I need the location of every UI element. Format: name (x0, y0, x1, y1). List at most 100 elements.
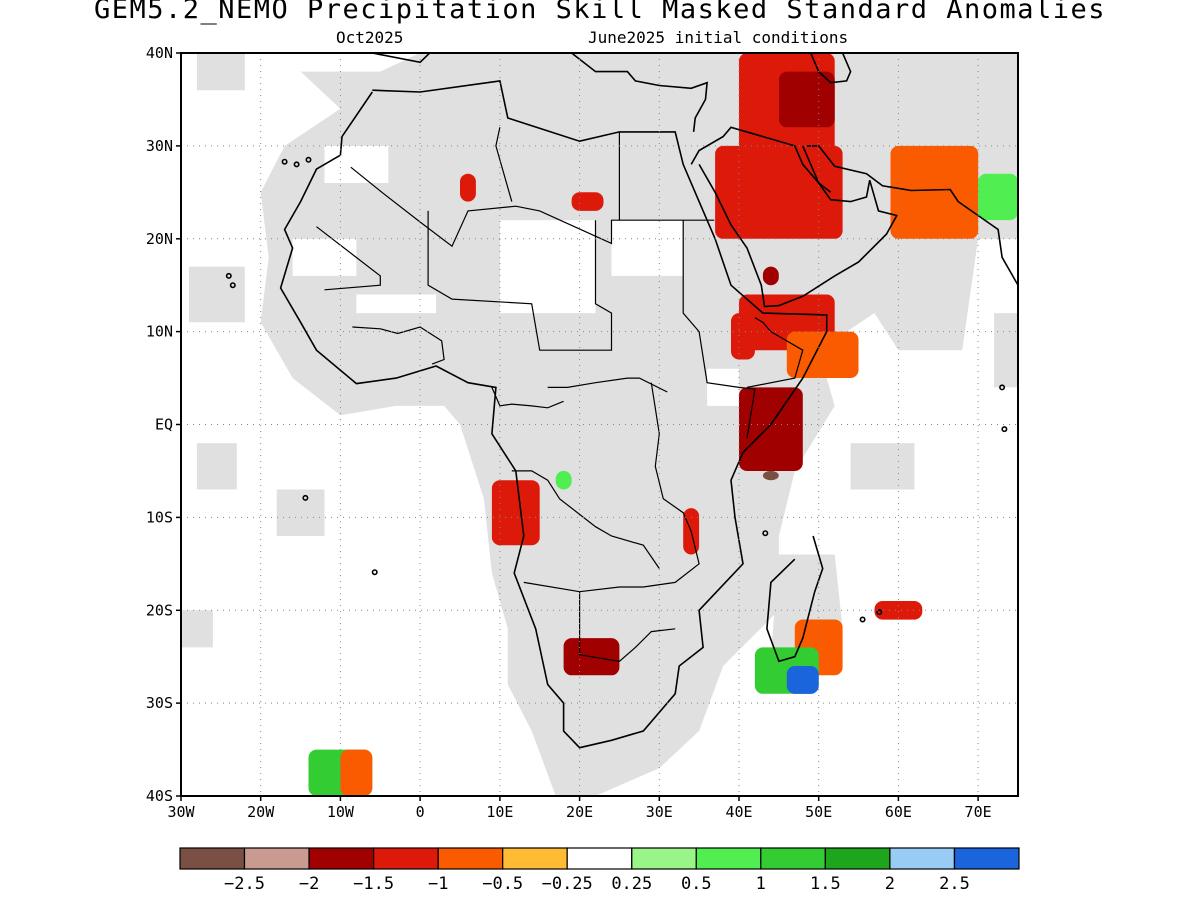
lat-tick-label: 40S (146, 787, 173, 805)
colorbar-label: 1.5 (810, 874, 841, 894)
country-border (682, 220, 756, 439)
skill-mask-area (196, 53, 245, 91)
unmasked-area (324, 145, 389, 183)
skill-mask-area (994, 313, 1018, 388)
unmasked-area (611, 220, 684, 276)
country-border (578, 591, 676, 662)
colorbar-swatch (953, 847, 1020, 870)
anomaly-somalia-coast (786, 331, 859, 378)
island (762, 530, 769, 537)
colorbar-swatch (308, 847, 375, 870)
colorbar-swatch (243, 847, 310, 870)
lon-tick-label: 70E (965, 803, 992, 821)
unmasked-area (499, 220, 596, 314)
colorbar-label: −2.5 (224, 874, 265, 894)
colorbar-label: 1 (756, 874, 766, 894)
coastline (809, 53, 852, 84)
anomaly-iran-south (890, 145, 979, 239)
colorbar-label: −1.5 (353, 874, 394, 894)
lon-tick-label: 30E (646, 803, 673, 821)
coastline (766, 535, 824, 663)
unmasked-area (292, 238, 357, 276)
lat-tick-label: 20S (146, 601, 173, 619)
colorbar-swatch (889, 847, 956, 870)
anomaly-ethiopia-west (731, 313, 755, 360)
colorbar-label: −2 (299, 874, 319, 894)
skill-mask-area (850, 443, 915, 490)
country-border (491, 387, 564, 409)
colorbar-label: −0.5 (482, 874, 523, 894)
island (305, 156, 312, 163)
lat-tick-label: 10N (146, 323, 173, 341)
lat-tick-label: 40N (146, 44, 173, 62)
lat-tick-label: 10S (146, 508, 173, 526)
island (1001, 426, 1008, 433)
island (876, 609, 883, 616)
island (302, 494, 309, 501)
colorbar-swatch (631, 847, 697, 870)
lon-tick-label: 30W (167, 803, 195, 821)
anomaly-arabia-central (715, 145, 843, 239)
unmasked-area (356, 294, 437, 314)
colorbar-swatch (566, 847, 633, 870)
coastline (690, 126, 899, 308)
anomaly-libya-south (460, 173, 476, 202)
colorbar-swatch (373, 847, 439, 870)
country-border (511, 470, 660, 569)
coastline (279, 80, 828, 749)
lat-tick-label: 30S (146, 694, 173, 712)
colorbar-label: −0.25 (542, 874, 593, 894)
island (999, 384, 1006, 391)
colorbar: −2.5 −2 −1.5 −1 −0.5 −0.25 0.25 0.5 1 1.5 2 2.5 (179, 847, 1020, 894)
coastline-layer (225, 53, 1018, 749)
skill-mask-area (181, 610, 213, 648)
coastline (372, 53, 709, 132)
map-title: GEM5.2_NEMO Precipitation Skill Masked S… (93, 0, 1107, 25)
colorbar-label: 2.5 (939, 874, 970, 894)
skill-mask-area (276, 489, 325, 536)
country-border (316, 226, 381, 291)
lat-tick-label: EQ (155, 416, 173, 434)
colorbar-swatch (437, 847, 504, 870)
anomaly-angola (491, 480, 540, 546)
anomaly-yemen (762, 266, 779, 286)
anomaly-tanzania-coast (762, 470, 779, 481)
country-border (547, 377, 668, 393)
colorbar-label: 0.5 (681, 874, 712, 894)
anomaly-kenya-somalia (739, 387, 803, 471)
colorbar-swatch (760, 847, 826, 870)
country-border (495, 127, 513, 202)
anomaly-congo (555, 470, 572, 490)
colorbar-swatch (179, 847, 246, 870)
lon-tick-label: 50E (805, 803, 832, 821)
country-border (523, 382, 700, 593)
lon-tick-label: 40E (725, 803, 752, 821)
lon-tick-label: 20W (247, 803, 275, 821)
colorbar-swatch (824, 847, 891, 870)
colorbar-label: −1 (428, 874, 448, 894)
anomaly-arabia-gulf (778, 71, 835, 128)
country-border (427, 210, 613, 351)
map-plot-area (181, 53, 1018, 796)
anomaly-india-west (978, 173, 1018, 221)
lat-tick-label: 30N (146, 137, 173, 155)
country-border (352, 326, 445, 365)
island (225, 272, 232, 279)
anomaly-mascarene (874, 601, 923, 620)
unmasked-area (707, 368, 739, 406)
lon-tick-label: 10E (486, 803, 513, 821)
colorbar-label: 0.25 (611, 874, 652, 894)
lat-tick-label: 20N (146, 230, 173, 248)
island (293, 161, 300, 168)
anomaly-egypt-west (571, 192, 604, 211)
island (281, 158, 288, 165)
anomaly-south-atlantic-east (340, 749, 373, 796)
lon-tick-label: 10W (327, 803, 355, 821)
island (371, 569, 378, 576)
country-border (746, 317, 804, 388)
country-border (350, 166, 715, 248)
lon-tick-label: 0 (416, 803, 425, 821)
initial-conditions: June2025 initial conditions (588, 28, 849, 47)
colorbar-swatch (695, 847, 762, 870)
